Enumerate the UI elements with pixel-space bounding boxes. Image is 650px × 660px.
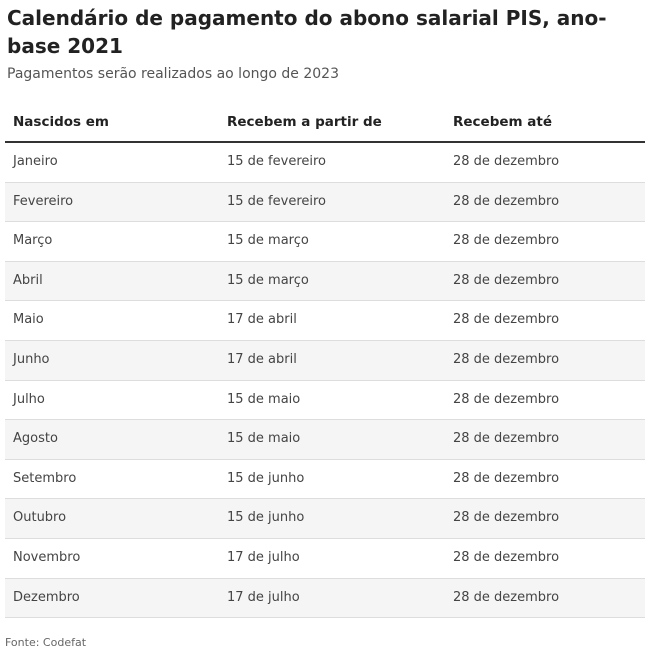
cell-end-date: 28 de dezembro bbox=[453, 391, 560, 407]
table-row: Setembro 15 de junho 28 de dezembro bbox=[5, 460, 645, 500]
table-row: Junho 17 de abril 28 de dezembro bbox=[5, 340, 645, 381]
header-receive-from: Recebem a partir de bbox=[227, 114, 382, 130]
cell-start-date: 15 de junho bbox=[227, 510, 305, 526]
cell-start-date: 15 de junho bbox=[227, 470, 305, 486]
cell-end-date: 28 de dezembro bbox=[453, 549, 560, 565]
cell-end-date: 28 de dezembro bbox=[453, 589, 560, 605]
header-receive-until: Recebem até bbox=[453, 114, 553, 130]
cell-end-date: 28 de dezembro bbox=[453, 154, 560, 169]
cell-end-date: 28 de dezembro bbox=[453, 351, 560, 367]
table-row: Agosto 15 de maio 28 de dezembro bbox=[5, 420, 645, 460]
cell-month: Junho bbox=[13, 351, 50, 367]
table-row: Março 15 de março 28 de dezembro bbox=[5, 222, 645, 262]
table-row: Maio 17 de abril 28 de dezembro bbox=[5, 301, 645, 341]
cell-start-date: 15 de maio bbox=[227, 431, 301, 447]
cell-month: Maio bbox=[13, 312, 44, 328]
cell-end-date: 28 de dezembro bbox=[453, 233, 560, 249]
cell-month: Julho bbox=[13, 391, 45, 407]
cell-end-date: 28 de dezembro bbox=[453, 312, 560, 328]
cell-start-date: 17 de abril bbox=[227, 351, 297, 367]
table-row: Fevereiro 15 de fevereiro 28 de dezembro bbox=[5, 182, 645, 223]
page-subtitle: Pagamentos serão realizados ao longo de … bbox=[7, 66, 339, 82]
table-row: Novembro 17 de julho 28 de dezembro bbox=[5, 539, 645, 579]
table-row: Julho 15 de maio 28 de dezembro bbox=[5, 381, 645, 421]
payment-calendar-table: Nascidos em Recebem a partir de Recebem … bbox=[5, 106, 645, 619]
table-row: Dezembro 17 de julho 28 de dezembro bbox=[5, 578, 645, 619]
header-born-in: Nascidos em bbox=[13, 114, 109, 130]
cell-end-date: 28 de dezembro bbox=[453, 431, 560, 447]
cell-start-date: 17 de julho bbox=[227, 589, 300, 605]
source-note: Fonte: Codefat bbox=[5, 636, 87, 649]
table-row: Abril 15 de março 28 de dezembro bbox=[5, 261, 645, 302]
cell-month: Novembro bbox=[13, 549, 81, 565]
cell-month: Fevereiro bbox=[13, 193, 74, 209]
cell-start-date: 15 de março bbox=[227, 233, 309, 249]
table-header: Nascidos em Recebem a partir de Recebem … bbox=[5, 106, 645, 143]
cell-month: Outubro bbox=[13, 510, 67, 526]
cell-start-date: 17 de abril bbox=[227, 312, 297, 328]
cell-end-date: 28 de dezembro bbox=[453, 510, 560, 526]
table-row: Janeiro 15 de fevereiro 28 de dezembro bbox=[5, 143, 645, 183]
table-row: Outubro 15 de junho 28 de dezembro bbox=[5, 499, 645, 539]
cell-start-date: 17 de julho bbox=[227, 549, 300, 565]
cell-start-date: 15 de fevereiro bbox=[227, 154, 327, 169]
page-title: Calendário de pagamento do abono salaria… bbox=[7, 6, 607, 58]
cell-month: Abril bbox=[13, 272, 43, 288]
cell-month: Março bbox=[13, 233, 53, 249]
cell-month: Agosto bbox=[13, 431, 58, 447]
cell-start-date: 15 de maio bbox=[227, 391, 301, 407]
cell-start-date: 15 de fevereiro bbox=[227, 193, 327, 209]
cell-month: Dezembro bbox=[13, 589, 80, 605]
cell-month: Setembro bbox=[13, 470, 77, 486]
cell-start-date: 15 de março bbox=[227, 272, 309, 288]
cell-end-date: 28 de dezembro bbox=[453, 470, 560, 486]
cell-end-date: 28 de dezembro bbox=[453, 193, 560, 209]
cell-month: Janeiro bbox=[13, 154, 58, 169]
cell-end-date: 28 de dezembro bbox=[453, 272, 560, 288]
